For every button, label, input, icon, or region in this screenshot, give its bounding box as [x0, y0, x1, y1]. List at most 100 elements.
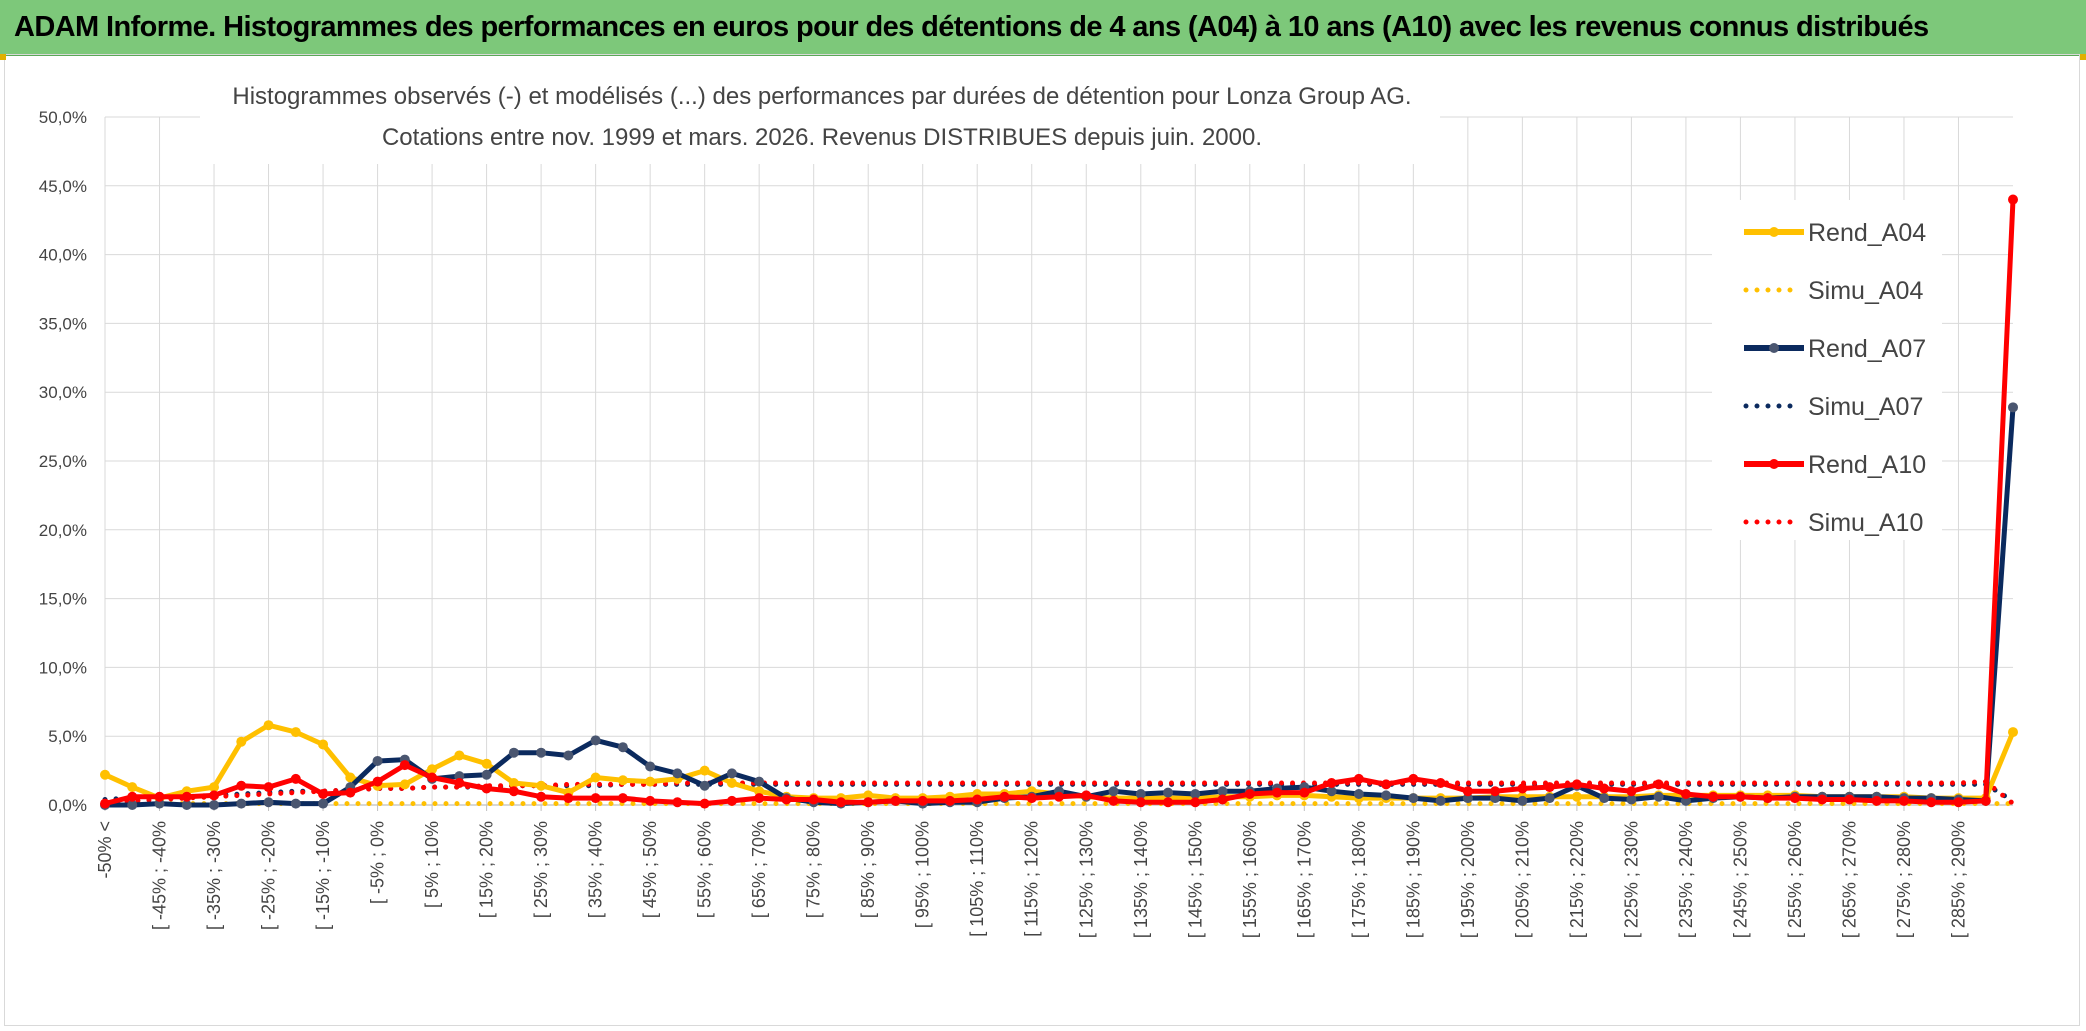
legend-label: Rend_A04	[1808, 219, 1926, 247]
data-point	[263, 782, 274, 793]
data-point	[1217, 794, 1228, 805]
data-point	[1653, 791, 1664, 802]
x-tick-label: [ 205% ; 210%	[1512, 821, 1532, 938]
x-tick-label: [ 225% ; 230%	[1621, 821, 1641, 938]
data-point	[2008, 194, 2018, 205]
data-point	[1680, 795, 1691, 806]
data-point	[1108, 786, 1119, 797]
series-rend-a10	[100, 194, 2018, 809]
chart-title-line-1: Histogrammes observés (-) et modélisés (…	[232, 83, 1411, 110]
data-point	[372, 755, 383, 766]
legend-item: Simu_A07	[1743, 393, 1923, 421]
x-tick-label: [ 35% ; 40%	[586, 821, 606, 918]
data-point	[127, 782, 138, 793]
x-tick-label: [ 145% ; 150%	[1185, 821, 1205, 938]
x-tick-label: [ 195% ; 200%	[1458, 821, 1478, 938]
x-tick-label: [ 65% ; 70%	[749, 821, 769, 918]
data-point	[1381, 790, 1392, 801]
data-point	[1408, 773, 1419, 784]
data-point	[1381, 779, 1392, 790]
data-point	[1272, 787, 1283, 798]
x-tick-label: [ 55% ; 60%	[695, 821, 715, 918]
x-tick-label: [ 5% ; 10%	[422, 821, 442, 908]
legend-item: Simu_A10	[1743, 509, 1923, 537]
x-tick-label: [ 165% ; 170%	[1294, 821, 1314, 938]
y-tick-label: 30,0%	[39, 383, 87, 402]
data-point	[318, 739, 329, 750]
data-point	[835, 797, 846, 808]
data-point	[1435, 795, 1446, 806]
x-tick-label: [ 175% ; 180%	[1349, 821, 1369, 938]
data-point	[454, 777, 465, 788]
data-point	[1898, 795, 1909, 806]
data-point	[1299, 787, 1310, 798]
data-point	[536, 791, 547, 802]
data-point	[1571, 791, 1582, 802]
legend-item: Simu_A04	[1743, 277, 1923, 305]
series-line	[102, 779, 2016, 807]
x-tick-label: [ 45% ; 50%	[640, 821, 660, 918]
x-tick-label: [ 265% ; 270%	[1839, 821, 1859, 938]
data-point	[1190, 797, 1201, 808]
y-tick-label: 20,0%	[39, 521, 87, 540]
data-point	[209, 790, 220, 801]
data-point	[754, 793, 765, 804]
data-point	[399, 779, 410, 790]
data-point	[318, 798, 329, 809]
x-tick-label: [ 185% ; 190%	[1403, 821, 1423, 938]
data-point	[1435, 777, 1446, 788]
data-point	[890, 795, 901, 806]
data-point	[536, 780, 547, 791]
data-point	[1490, 793, 1501, 804]
data-point	[1163, 787, 1174, 798]
data-point	[699, 765, 710, 776]
data-point	[645, 795, 656, 806]
x-axis: -50% < [ -45% ; -40% [ -35% ; -30% [ -25% ;…	[95, 804, 2013, 938]
data-point	[454, 771, 465, 782]
data-point	[372, 776, 383, 787]
data-point	[672, 768, 683, 779]
data-point	[726, 768, 737, 779]
data-point	[127, 791, 138, 802]
data-point	[2008, 727, 2018, 738]
data-point	[863, 797, 874, 808]
data-point	[290, 727, 301, 738]
data-point	[236, 798, 247, 809]
x-tick-label: [ 25% ; 30%	[531, 821, 551, 918]
series-simu-a10	[102, 779, 2016, 807]
x-tick-label: [ 155% ; 160%	[1240, 821, 1260, 938]
data-point	[863, 790, 874, 801]
legend-label: Simu_A10	[1808, 509, 1923, 537]
data-point	[127, 800, 138, 810]
x-tick-label: [ -35% ; -30%	[204, 821, 224, 930]
data-point	[427, 764, 438, 775]
data-point	[1735, 791, 1746, 802]
legend-marker	[1769, 227, 1779, 237]
data-point	[209, 800, 220, 810]
data-point	[1762, 793, 1773, 804]
frame-corner-marker	[2080, 54, 2086, 60]
data-point	[645, 761, 656, 772]
y-tick-label: 45,0%	[39, 177, 87, 196]
data-point	[154, 791, 165, 802]
data-point	[481, 769, 492, 780]
data-point	[1326, 777, 1337, 788]
data-point	[236, 780, 247, 791]
data-point	[290, 773, 301, 784]
data-point	[1217, 786, 1228, 797]
data-point	[944, 795, 955, 806]
legend: Rend_A04 Simu_A04 Rend_A07 Simu_A07 Rend_A10…	[1712, 200, 1942, 540]
y-tick-label: 10,0%	[39, 658, 87, 677]
data-point	[563, 750, 574, 761]
data-point	[726, 777, 737, 788]
x-tick-label: [ 105% ; 110%	[967, 821, 987, 937]
gridlines	[104, 116, 2013, 806]
x-tick-label: [ 215% ; 220%	[1567, 821, 1587, 938]
data-point	[672, 797, 683, 808]
legend-background	[1712, 200, 1942, 540]
y-tick-label: 0,0%	[48, 796, 87, 815]
data-point	[808, 794, 819, 805]
data-point	[1680, 788, 1691, 799]
x-tick-label: [ 245% ; 250%	[1730, 821, 1750, 938]
data-point	[590, 735, 601, 746]
